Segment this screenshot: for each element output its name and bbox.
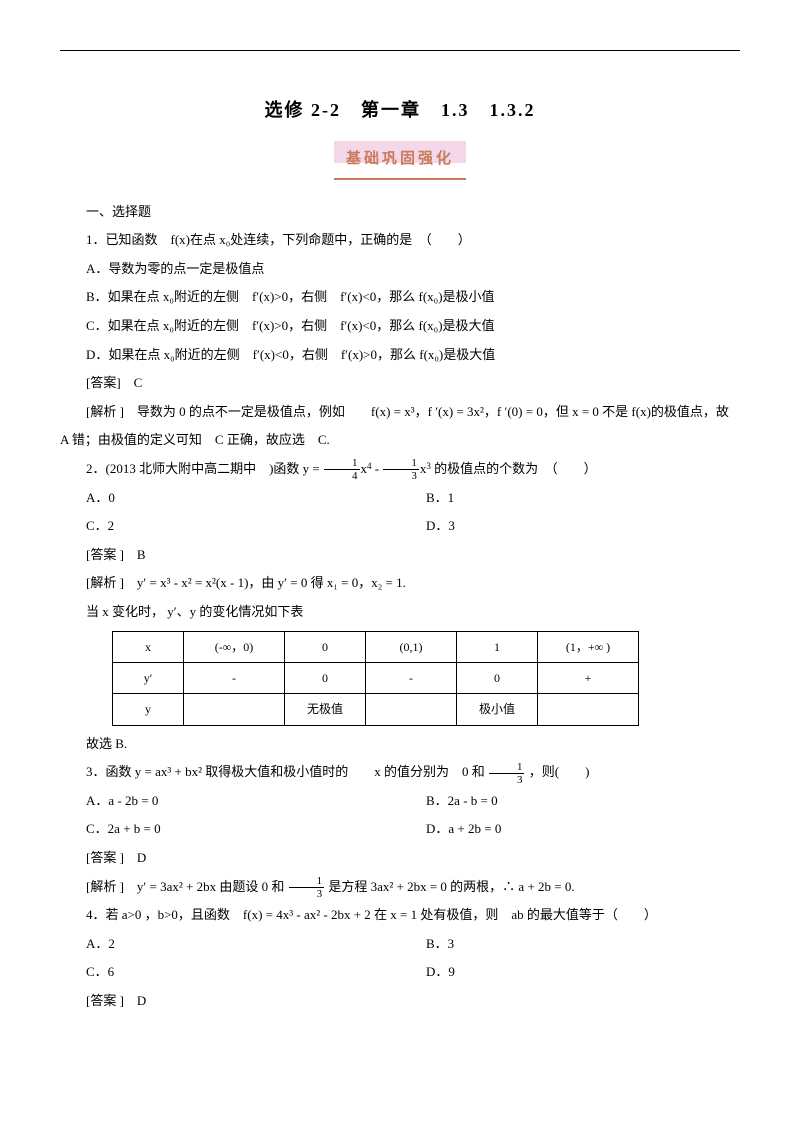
q3-answer: [答案 ] D [60, 844, 740, 873]
q3-stem-b: ，则( ) [529, 764, 590, 779]
q1-explain: [解析 ] 导数为 0 的点不一定是极值点，例如 f(x) = x³，f ′(x… [60, 398, 740, 455]
q4-row1: A．2 B．3 [60, 930, 740, 959]
table-cell: 极小值 [457, 694, 538, 725]
q1-opt-d: D．如果在点 x₀附近的左侧 f′(x)<0，右侧 f′(x)>0，那么 f(x… [60, 341, 740, 370]
table-cell: x [113, 631, 184, 662]
frac-1-3b: 13 [489, 761, 525, 786]
q4-stem: 4．若 a>0 ，b>0，且函数 f(x) = 4x³ - ax² - 2bx … [60, 901, 740, 930]
q4-opt-c: C．6 [60, 958, 400, 987]
q3-explain: [解析 ] y′ = 3ax² + 2bx 由题设 0 和 13 是方程 3ax… [60, 873, 740, 902]
q2-opt-a: A．0 [60, 484, 400, 513]
q2-opt-b: B．1 [400, 484, 740, 513]
section-heading: 一、选择题 [60, 198, 740, 227]
q2-stem-a: 2．(2013 北师大附中高二期中 )函数 y = [86, 461, 323, 476]
q1-opt-c: C．如果在点 x₀附近的左侧 f′(x)>0，右侧 f′(x)<0，那么 f(x… [60, 312, 740, 341]
page-title: 选修 2-2 第一章 1.3 1.3.2 [60, 91, 740, 131]
q1-stem: 1．已知函数 f(x)在点 x₀处连续，下列命题中，正确的是 （ ） [60, 226, 740, 255]
q3-row2: C．2a + b = 0 D．a + 2b = 0 [60, 815, 740, 844]
top-rule [60, 50, 740, 51]
q4-row2: C．6 D．9 [60, 958, 740, 987]
table-cell: (1，+∞ ) [538, 631, 639, 662]
q3-stem: 3．函数 y = ax³ + bx² 取得极大值和极小值时的 x 的值分别为 0… [60, 758, 740, 787]
table-cell: 0 [285, 662, 366, 693]
table-cell [538, 694, 639, 725]
q4-opt-b: B．3 [400, 930, 740, 959]
q2-opt-c: C．2 [60, 512, 400, 541]
table-cell: 0 [285, 631, 366, 662]
table-row: y 无极值 极小值 [113, 694, 639, 725]
table-cell [366, 694, 457, 725]
q1-opt-b: B．如果在点 x₀附近的左侧 f′(x)>0，右侧 f′(x)<0，那么 f(x… [60, 283, 740, 312]
q3-opt-a: A．a - 2b = 0 [60, 787, 400, 816]
q2-table: x (-∞，0) 0 (0,1) 1 (1，+∞ ) y′ - 0 - 0 + … [112, 631, 639, 726]
q1-opt-a: A．导数为零的点一定是极值点 [60, 255, 740, 284]
q2-exp2: 当 x 变化时， y′、y 的变化情况如下表 [60, 598, 740, 627]
table-cell: y [113, 694, 184, 725]
q2-row1: A．0 B．1 [60, 484, 740, 513]
q3-exp-b: 是方程 3ax² + 2bx = 0 的两根，∴ a + 2b = 0. [328, 879, 574, 894]
q4-opt-a: A．2 [60, 930, 400, 959]
q4-opt-d: D．9 [400, 958, 740, 987]
q4-answer: [答案 ] D [60, 987, 740, 1016]
frac-1-4: 14 [324, 457, 360, 482]
table-cell: - [366, 662, 457, 693]
q3-row1: A．a - 2b = 0 B．2a - b = 0 [60, 787, 740, 816]
q1-answer: [答案] C [60, 369, 740, 398]
q3-opt-d: D．a + 2b = 0 [400, 815, 740, 844]
frac-1-3: 13 [383, 457, 419, 482]
q2-row2: C．2 D．3 [60, 512, 740, 541]
table-cell: (0,1) [366, 631, 457, 662]
table-cell [184, 694, 285, 725]
section-banner: 基础巩固强化 [60, 141, 740, 180]
table-cell: (-∞，0) [184, 631, 285, 662]
table-cell: - [184, 662, 285, 693]
table-row: x (-∞，0) 0 (0,1) 1 (1，+∞ ) [113, 631, 639, 662]
q3-exp-a: [解析 ] y′ = 3ax² + 2bx 由题设 0 和 [86, 879, 284, 894]
q2-stem: 2．(2013 北师大附中高二期中 )函数 y = 14x4 - 13x3 的极… [60, 455, 740, 484]
banner-text: 基础巩固强化 [334, 141, 466, 180]
table-cell: 无极值 [285, 694, 366, 725]
frac-1-3c: 13 [289, 875, 325, 900]
table-cell: 1 [457, 631, 538, 662]
q2-opt-d: D．3 [400, 512, 740, 541]
table-cell: + [538, 662, 639, 693]
q3-opt-b: B．2a - b = 0 [400, 787, 740, 816]
q2-answer: [答案 ] B [60, 541, 740, 570]
q3-stem-a: 3．函数 y = ax³ + bx² 取得极大值和极小值时的 x 的值分别为 0… [86, 764, 485, 779]
q2-stem-b: 的极值点的个数为 （ ） [434, 461, 597, 476]
q2-exp3: 故选 B. [60, 730, 740, 759]
table-cell: 0 [457, 662, 538, 693]
q3-opt-c: C．2a + b = 0 [60, 815, 400, 844]
table-row: y′ - 0 - 0 + [113, 662, 639, 693]
q2-exp1: [解析 ] y′ = x³ - x² = x²(x - 1)，由 y′ = 0 … [60, 569, 740, 598]
table-cell: y′ [113, 662, 184, 693]
